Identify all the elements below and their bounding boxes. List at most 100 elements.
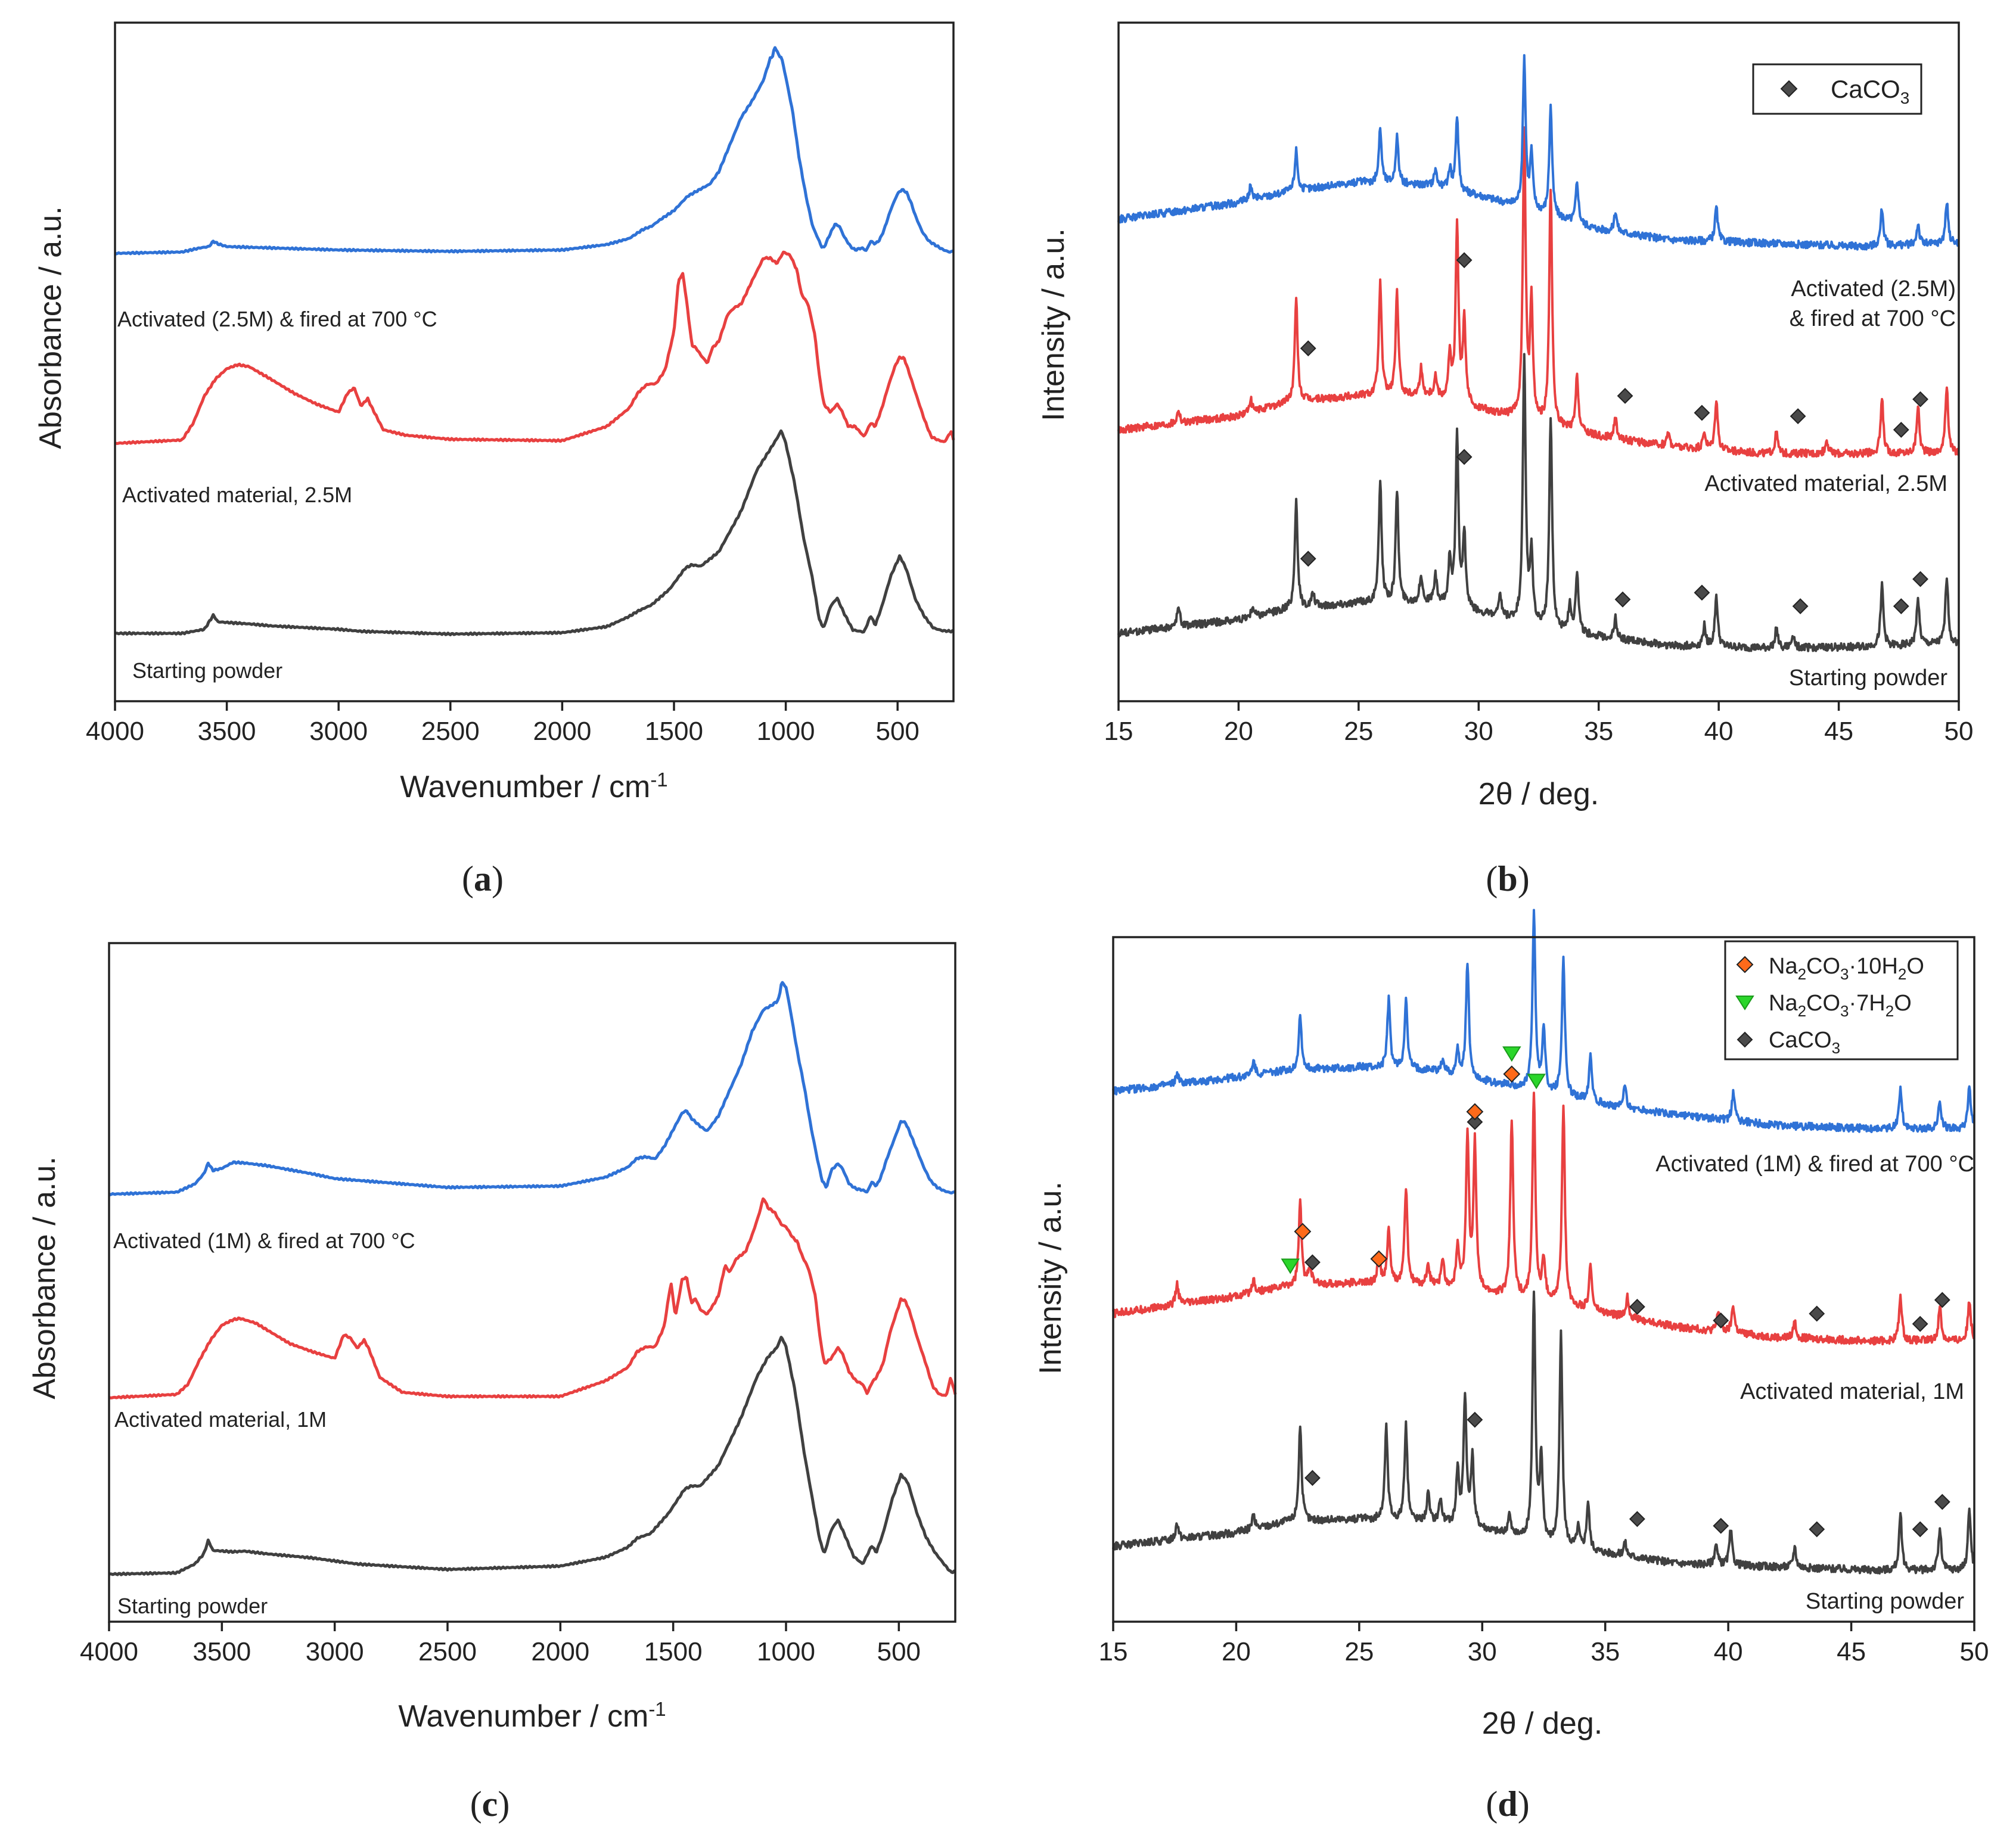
- panel-b-xrd: 15 20 25 30 35 40 45 50 CaCO3 Starting powder A…: [1036, 21, 1974, 898]
- panel-c-curves: [108, 981, 957, 1576]
- caco3-marker: [1300, 340, 1316, 357]
- legend-na2co3-10h2o-diamond-icon: [1736, 956, 1754, 973]
- panel-d-x-tick-label: 15: [1099, 1637, 1128, 1666]
- panel-a-x-tick-label: 3500: [198, 717, 256, 746]
- legend-caco3-diamond-icon: [1780, 80, 1798, 98]
- panel-b-x-tick-label: 40: [1704, 717, 1734, 746]
- legend-na2co3-7h2o-triangle-icon: [1735, 996, 1754, 1010]
- panel-c-x-tick-label: 500: [877, 1637, 921, 1666]
- caco3-marker: [1456, 252, 1473, 269]
- panel-c-plot-frame: [108, 942, 956, 1623]
- panel-d-label-activated: Activated material, 1M: [1740, 1379, 1964, 1404]
- panel-b-x-tick-label: 20: [1224, 717, 1253, 746]
- panel-c-x-tick-label: 1000: [757, 1637, 815, 1666]
- panel-d-x-ticks: 15 20 25 30 35 40 45 50: [1099, 1622, 1989, 1666]
- panel-a-ftir: 4000 3500 3000 2500 2000 1500 1000 500 Starting…: [33, 21, 955, 898]
- caco3-marker: [1629, 1511, 1645, 1528]
- panel-d-y-axis-title: Intensity / a.u.: [1033, 1181, 1068, 1374]
- caco3-marker: [1614, 591, 1631, 608]
- panel-d-x-tick-label: 35: [1591, 1637, 1620, 1666]
- panel-d-x-tick-label: 25: [1344, 1637, 1374, 1666]
- panel-b-label-activated: Activated material, 2.5M: [1704, 471, 1947, 496]
- panel-d-series-2: [1112, 909, 1975, 1133]
- panel-d-legend-box: [1724, 940, 1959, 1060]
- panel-b-label-fired-2: & fired at 700 °C: [1790, 306, 1956, 331]
- panel-b-y-axis-title: Intensity / a.u.: [1036, 228, 1071, 421]
- panel-a-x-tick-label: 4000: [86, 717, 144, 746]
- panel-d-label-starting: Starting powder: [1806, 1589, 1964, 1614]
- panel-a-x-tick-label: 500: [875, 717, 919, 746]
- na2co3-7h2o-marker: [1281, 1258, 1300, 1274]
- panel-b-curves: [1117, 54, 1960, 652]
- panel-c-series-0: [108, 1336, 956, 1576]
- caco3-marker: [1912, 571, 1928, 587]
- panel-a-series-1: [114, 250, 955, 445]
- panel-c-x-tick-label: 2500: [418, 1637, 477, 1666]
- panel-d-plot-frame: [1112, 936, 1975, 1623]
- panel-d-series-0: [1112, 1290, 1975, 1575]
- caco3-marker: [1912, 391, 1928, 408]
- panel-a-label-starting: Starting powder: [132, 658, 282, 683]
- caco3-marker: [1912, 1521, 1928, 1538]
- caco3-marker: [1893, 421, 1909, 438]
- panel-c-label-starting: Starting powder: [117, 1594, 268, 1618]
- panel-a-x-tick-label: 2500: [421, 717, 480, 746]
- panel-d-x-tick-label: 50: [1960, 1637, 1989, 1666]
- caco3-marker: [1304, 1254, 1321, 1271]
- caco3-marker: [1304, 1470, 1321, 1486]
- panel-b-x-tick-label: 25: [1344, 717, 1373, 746]
- caco3-marker: [1300, 550, 1316, 567]
- panel-b-x-tick-label: 50: [1944, 717, 1974, 746]
- panel-a-x-axis-title: Wavenumber / cm-1: [400, 769, 667, 804]
- panel-d-x-tick-label: 40: [1714, 1637, 1743, 1666]
- panel-c-x-tick-label: 4000: [80, 1637, 138, 1666]
- na2co3-7h2o-marker: [1527, 1074, 1546, 1090]
- na2co3-7h2o-marker: [1502, 1046, 1521, 1062]
- panel-a-y-axis-title: Absorbance / a.u.: [33, 206, 68, 449]
- panel-a-x-tick-label: 1000: [757, 717, 815, 746]
- panel-a-label-fired: Activated (2.5M) & fired at 700 °C: [117, 307, 437, 331]
- panel-b-series-2: [1117, 54, 1960, 251]
- caco3-marker: [1912, 1315, 1928, 1332]
- panel-b-x-axis-title: 2θ / deg.: [1478, 777, 1599, 811]
- panel-a-curves: [114, 46, 955, 636]
- caco3-marker: [1893, 598, 1909, 614]
- caco3-marker: [1467, 1411, 1483, 1428]
- panel-a-caption: (a): [462, 859, 504, 898]
- panel-d-legend-caco3: CaCO3: [1769, 1028, 1840, 1057]
- na2co3-10h2o-marker: [1503, 1065, 1521, 1083]
- caco3-marker: [1934, 1494, 1950, 1510]
- panel-d-xrd: 15 20 25 30 35 40 45 50 Na2CO3·10H2O Na2CO3·7H2…: [1033, 909, 1989, 1824]
- panel-c-x-axis-title: Wavenumber / cm-1: [398, 1698, 666, 1734]
- caco3-marker: [1694, 584, 1710, 601]
- panel-b-plot-frame: [1117, 21, 1960, 702]
- na2co3-10h2o-marker: [1466, 1103, 1484, 1121]
- caco3-marker: [1934, 1292, 1950, 1308]
- panel-c-x-tick-label: 3500: [192, 1637, 251, 1666]
- panel-d-series-1: [1112, 1091, 1975, 1346]
- caco3-marker: [1790, 408, 1806, 425]
- panel-c-ftir: 4000 3500 3000 2500 2000 1500 1000 500 Starting…: [27, 942, 957, 1824]
- panel-d-legend-heptahydrate: Na2CO3·7H2O: [1769, 991, 1912, 1020]
- panel-a-series-0: [114, 429, 954, 636]
- caco3-marker: [1809, 1521, 1825, 1538]
- panel-c-x-tick-label: 3000: [306, 1637, 364, 1666]
- caco3-marker: [1456, 449, 1473, 465]
- caco3-marker: [1629, 1299, 1645, 1315]
- panel-b-x-tick-label: 35: [1584, 717, 1613, 746]
- panel-d-caption: (d): [1486, 1784, 1529, 1824]
- panel-b-legend: CaCO3: [1752, 63, 1922, 115]
- panel-c-y-axis-title: Absorbance / a.u.: [27, 1156, 62, 1399]
- panel-c-caption: (c): [470, 1784, 510, 1824]
- panel-d-legend-decahydrate: Na2CO3·10H2O: [1769, 954, 1924, 983]
- caco3-marker: [1809, 1305, 1825, 1322]
- panel-d-legend: Na2CO3·10H2O Na2CO3·7H2O CaCO3: [1724, 940, 1959, 1060]
- panel-c-x-tick-label: 2000: [531, 1637, 589, 1666]
- panel-d-label-fired: Activated (1M) & fired at 700 °C: [1655, 1152, 1974, 1177]
- panel-b-label-starting: Starting powder: [1789, 665, 1947, 691]
- panel-c-series-1: [108, 1197, 957, 1399]
- panel-d-x-tick-label: 45: [1837, 1637, 1866, 1666]
- panel-b-caco3-markers: [1300, 252, 1928, 614]
- na2co3-10h2o-marker: [1370, 1250, 1388, 1268]
